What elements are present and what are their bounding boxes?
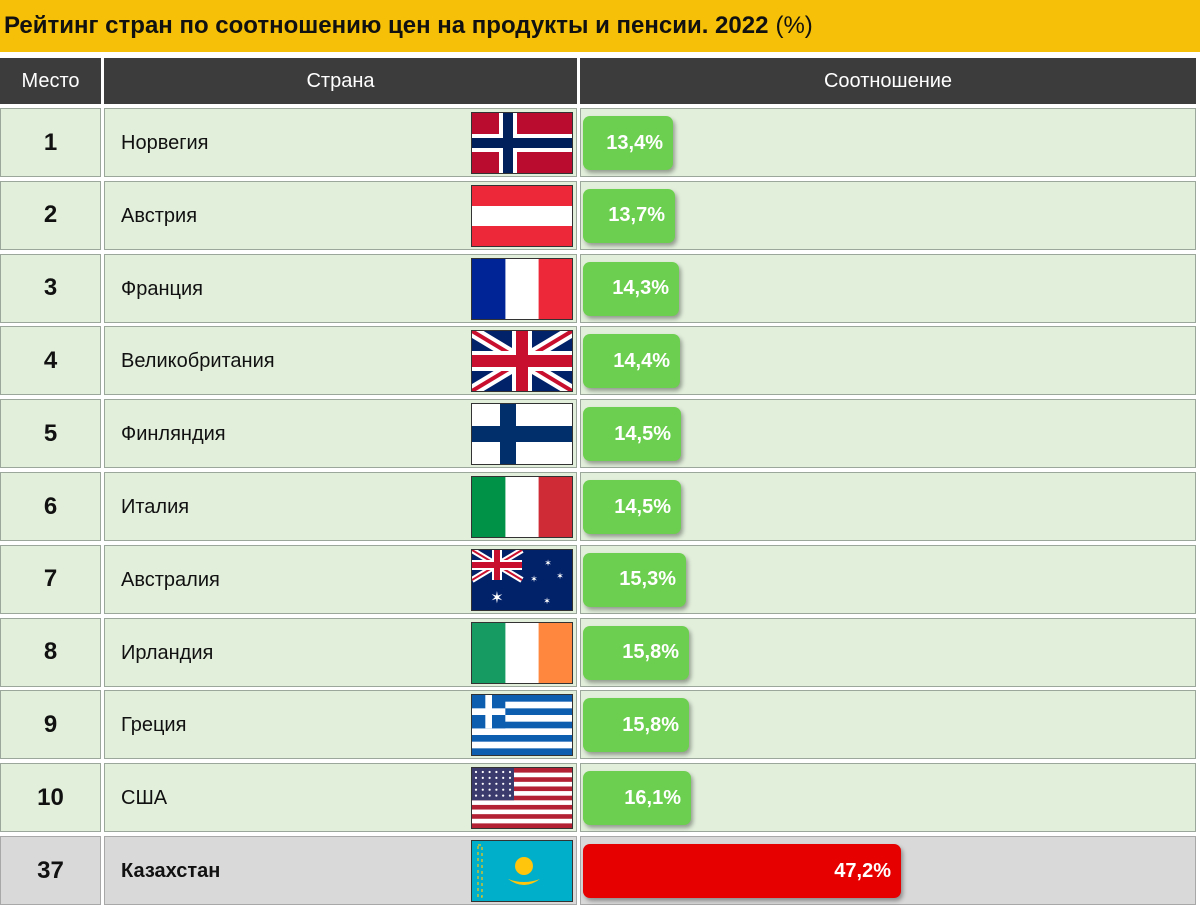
ratio-value-label: 14,4%	[613, 349, 670, 372]
country-cell: Греция	[104, 690, 577, 760]
table-row: 10 США 16,1%	[0, 763, 1200, 833]
country-name: Ирландия	[121, 641, 214, 664]
country-name: Норвегия	[121, 132, 209, 154]
table-row: 2 Австрия 13,7%	[0, 180, 1200, 250]
uk-flag-icon	[471, 330, 573, 393]
country-cell: Ирландия	[104, 617, 577, 687]
header-place: Место	[0, 58, 101, 104]
country-cell: Италия	[104, 472, 577, 541]
austria-flag-icon	[471, 184, 573, 247]
ratio-value-label: 15,8%	[622, 713, 679, 736]
ratio-bar: 47,2%	[583, 844, 901, 898]
rank-cell: 4	[0, 326, 101, 396]
ratio-cell: 14,5%	[580, 472, 1196, 541]
france-flag-icon	[471, 257, 573, 320]
rank-cell: 7	[0, 544, 101, 614]
usa-flag-icon	[471, 767, 573, 830]
ratio-cell: 14,3%	[580, 253, 1196, 323]
table-row: 4 Великобритания 14,4%	[0, 326, 1200, 396]
rank-cell: 6	[0, 472, 101, 541]
table-row: 5 Финляндия 14,5%	[0, 399, 1200, 469]
country-cell: Франция	[104, 253, 577, 323]
country-cell: Казахстан	[104, 836, 577, 905]
rank-cell: 5	[0, 399, 101, 469]
ratio-bar: 15,8%	[583, 625, 689, 680]
ratio-cell: 47,2%	[580, 836, 1196, 905]
norway-flag-icon	[471, 112, 573, 174]
ratio-cell: 16,1%	[580, 763, 1196, 833]
italy-flag-icon	[471, 476, 573, 538]
ratio-bar: 13,4%	[583, 116, 673, 170]
ratio-bar: 16,1%	[583, 771, 691, 826]
svg-text:✶: ✶	[543, 597, 551, 607]
ratio-value-label: 14,5%	[614, 422, 671, 445]
header-ratio: Соотношение	[580, 58, 1196, 104]
table-row-highlight: 37 Казахстан 47,2%	[0, 836, 1200, 905]
country-name: Италия	[121, 496, 190, 518]
country-cell: Великобритания	[104, 326, 577, 396]
ratio-bar: 14,5%	[583, 407, 681, 462]
table-row: 8 Ирландия 15,8%	[0, 617, 1200, 687]
ratio-cell: 15,8%	[580, 690, 1196, 760]
country-name: Австралия	[121, 568, 220, 591]
ratio-bar: 15,8%	[583, 698, 689, 753]
ratio-bar: 13,7%	[583, 188, 675, 243]
rank-cell: 10	[0, 763, 101, 833]
ratio-value-label: 13,7%	[608, 204, 665, 227]
ratio-value-label: 13,4%	[606, 131, 663, 154]
finland-flag-icon	[471, 403, 573, 466]
ireland-flag-icon	[471, 621, 573, 684]
ratio-bar: 14,4%	[583, 334, 680, 389]
rank-cell: 3	[0, 253, 101, 323]
ratio-cell: 14,4%	[580, 326, 1196, 396]
table-row: 6 Италия 14,5%	[0, 472, 1200, 541]
ratio-value-label: 14,3%	[612, 277, 669, 300]
country-name: Австрия	[121, 204, 198, 227]
ratio-cell: 15,3%	[580, 544, 1196, 614]
ratio-bar: 14,3%	[583, 261, 679, 316]
country-cell: Австралия ✶ ✶ ✶ ✶ ✶	[104, 544, 577, 614]
greece-flag-icon	[471, 694, 573, 757]
australia-flag-icon: ✶ ✶ ✶ ✶ ✶	[471, 548, 573, 611]
country-name: Финляндия	[121, 423, 226, 446]
country-cell: США	[104, 763, 577, 833]
table-row: 9 Греция 15,8%	[0, 690, 1200, 760]
table-row: 1 Норвегия 13,4%	[0, 108, 1200, 177]
header-country: Страна	[104, 58, 577, 104]
ratio-cell: 14,5%	[580, 399, 1196, 469]
ratio-value-label: 47,2%	[834, 859, 891, 882]
ratio-bar: 14,5%	[583, 480, 681, 534]
ratio-cell: 13,4%	[580, 108, 1196, 177]
ratio-value-label: 14,5%	[614, 495, 671, 518]
ratio-cell: 13,7%	[580, 180, 1196, 250]
table-row: 7 Австралия ✶ ✶ ✶ ✶ ✶ 15,3%	[0, 544, 1200, 614]
rank-cell: 2	[0, 180, 101, 250]
svg-text:✶: ✶	[530, 575, 538, 585]
table-row: 3 Франция 14,3%	[0, 253, 1200, 323]
ratio-cell: 15,8%	[580, 617, 1196, 687]
country-name: Казахстан	[121, 860, 221, 882]
country-name: Великобритания	[121, 350, 275, 373]
country-cell: Австрия	[104, 180, 577, 250]
svg-text:✶: ✶	[490, 588, 503, 607]
svg-text:✶: ✶	[556, 572, 564, 582]
svg-text:✶: ✶	[544, 559, 552, 569]
ratio-bar: 15,3%	[583, 552, 686, 607]
rank-cell: 8	[0, 617, 101, 687]
chart-title: Рейтинг стран по соотношению цен на прод…	[4, 12, 769, 39]
kazakhstan-flag-icon	[471, 840, 573, 902]
ratio-value-label: 15,8%	[622, 641, 679, 664]
country-cell: Норвегия	[104, 108, 577, 177]
rank-cell: 37	[0, 836, 101, 905]
rank-cell: 1	[0, 108, 101, 177]
ratio-value-label: 16,1%	[624, 786, 681, 809]
country-name: Франция	[121, 277, 203, 300]
country-name: Греция	[121, 714, 187, 737]
country-name: США	[121, 787, 168, 810]
country-cell: Финляндия	[104, 399, 577, 469]
chart-title-bar: Рейтинг стран по соотношению цен на прод…	[0, 0, 1200, 52]
rank-cell: 9	[0, 690, 101, 760]
chart-title-unit: (%)	[775, 12, 813, 39]
ratio-value-label: 15,3%	[619, 568, 676, 591]
